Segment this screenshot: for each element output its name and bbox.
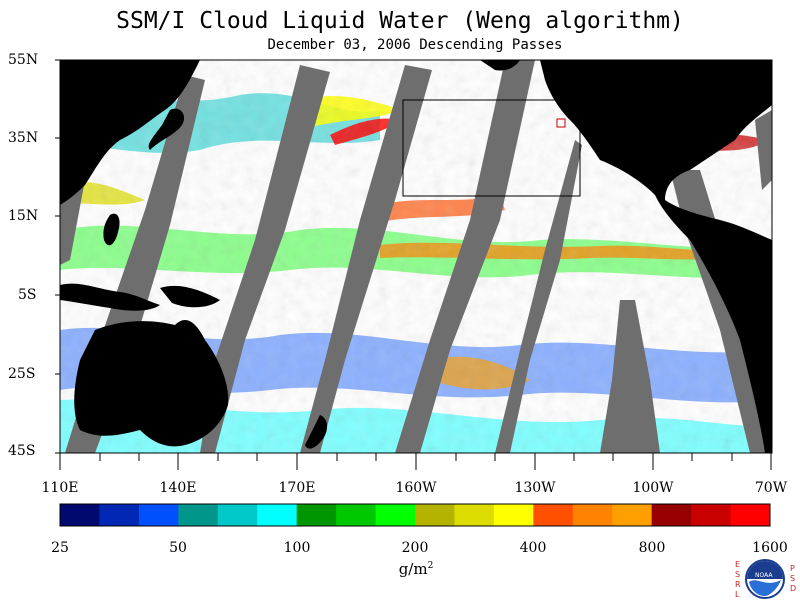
land-asia	[60, 60, 200, 205]
lon-label: 170E	[278, 480, 316, 496]
colorbar-label: 50	[169, 540, 187, 556]
map-subtitle: December 03, 2006 Descending Passes	[267, 37, 563, 53]
lon-label: 70W	[754, 480, 788, 496]
colorbar-label: 400	[519, 540, 547, 556]
lat-label: 45S	[8, 443, 36, 459]
map-area	[60, 60, 772, 453]
lon-label: 130W	[514, 480, 556, 496]
lon-label: 100W	[632, 480, 674, 496]
colorbar-swatch	[454, 504, 495, 526]
colorbar-swatch	[375, 504, 416, 526]
colorbar-swatch	[651, 504, 692, 526]
noaa-logo: NOAA E S R L P S D	[733, 558, 797, 600]
station-marker	[556, 118, 566, 128]
logo-letter: L	[735, 590, 740, 599]
colorbar-frame	[59, 503, 771, 527]
land-alaska-tip	[480, 60, 520, 71]
land-masses	[60, 60, 772, 453]
logo-letter: S	[735, 570, 741, 579]
colorbar-swatch	[572, 504, 613, 526]
logo-letter: S	[790, 574, 796, 583]
swath-gap	[755, 110, 772, 190]
colorbar-swatch	[415, 504, 455, 526]
lat-label: 55N	[8, 52, 39, 68]
land-japan	[148, 108, 185, 150]
logo-letter: P	[790, 564, 795, 573]
colorbar-label: 800	[638, 540, 666, 556]
land-new-zealand	[305, 415, 328, 449]
logo-letter: R	[735, 580, 741, 589]
noaa-logo-icon	[745, 559, 785, 599]
units-exponent: 2	[427, 561, 434, 571]
lat-label: 15N	[8, 208, 39, 224]
colorbar-label: 200	[401, 540, 429, 556]
colorbar-swatch	[257, 504, 298, 526]
colorbar-swatch	[296, 504, 337, 526]
lon-label: 140E	[159, 480, 197, 496]
land-indonesia	[60, 283, 160, 311]
land-australia	[74, 320, 229, 447]
colorbar-swatch	[533, 504, 574, 526]
lat-label: 25S	[8, 366, 36, 382]
swath-gap	[495, 140, 582, 453]
lat-label: 5S	[18, 287, 37, 303]
lat-label: 35N	[8, 130, 39, 146]
logo-letter: D	[790, 584, 797, 593]
map-title: SSM/I Cloud Liquid Water (Weng algorithm…	[116, 8, 684, 34]
swath-gap	[200, 65, 330, 453]
swath-gap	[300, 65, 432, 453]
colorbar-swatch	[217, 504, 258, 526]
colorbar-swatch	[60, 504, 100, 526]
colorbar-swatch	[691, 504, 732, 526]
land-north-america	[540, 60, 772, 453]
land-new-guinea	[160, 285, 220, 308]
swath-gap	[60, 180, 85, 265]
axis-ticks	[55, 59, 772, 470]
units-base: g/m	[398, 560, 428, 578]
colorbar-units: g/m2	[399, 560, 434, 578]
colorbar-swatch	[730, 504, 771, 526]
colorbar	[60, 504, 771, 526]
colorbar-label: 1600	[752, 540, 788, 556]
colorbar-swatch	[99, 504, 140, 526]
logo-letter: E	[735, 560, 741, 569]
region-box	[402, 99, 581, 197]
colorbar-swatch	[612, 504, 653, 526]
colorbar-swatch	[493, 504, 534, 526]
lon-label: 110E	[41, 480, 79, 496]
colorbar-swatch	[138, 504, 179, 526]
colorbar-swatch	[336, 504, 377, 526]
noaa-logo-text: NOAA	[755, 572, 773, 579]
colorbar-label: 100	[283, 540, 311, 556]
colorbar-swatch	[178, 504, 219, 526]
swath-gap	[600, 300, 660, 453]
colorbar-label: 25	[51, 540, 69, 556]
land-philippines	[103, 213, 120, 246]
swath-gap	[395, 60, 535, 453]
lon-label: 160W	[395, 480, 437, 496]
